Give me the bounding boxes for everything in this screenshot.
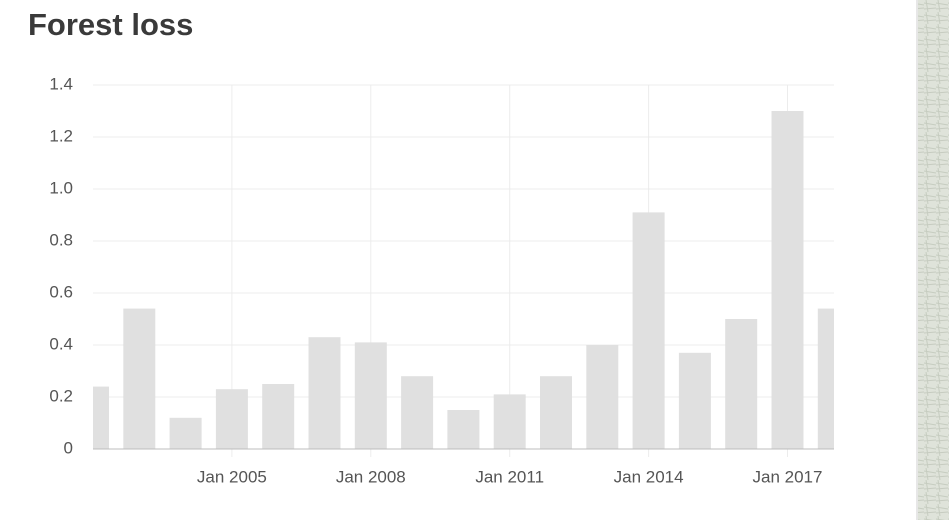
bar bbox=[401, 376, 434, 449]
x-tick-label: Jan 2017 bbox=[753, 467, 823, 486]
y-tick-label: 0.6 bbox=[49, 282, 73, 301]
bar bbox=[586, 345, 619, 449]
bar bbox=[632, 212, 665, 449]
y-tick-label: 0.4 bbox=[49, 334, 73, 353]
bar bbox=[308, 337, 341, 449]
bar bbox=[493, 394, 526, 449]
x-tick-label: Jan 2011 bbox=[475, 467, 544, 486]
bar bbox=[817, 308, 834, 449]
y-tick-label: 1.4 bbox=[49, 74, 73, 93]
chart-title: Forest loss bbox=[28, 7, 193, 42]
bar bbox=[262, 384, 295, 449]
bar bbox=[725, 319, 758, 449]
bars bbox=[93, 111, 834, 449]
bar bbox=[447, 410, 480, 449]
y-tick-label: 1.0 bbox=[49, 178, 73, 197]
bar bbox=[215, 389, 248, 449]
bar bbox=[678, 352, 711, 449]
grid bbox=[93, 84, 834, 457]
x-tick-label: Jan 2008 bbox=[336, 467, 406, 486]
x-tick-label: Jan 2005 bbox=[197, 467, 267, 486]
bar bbox=[771, 111, 804, 449]
y-tick-label: 0.8 bbox=[49, 230, 73, 249]
bar bbox=[169, 417, 202, 449]
bar bbox=[93, 386, 109, 449]
y-tick-label: 0.2 bbox=[49, 386, 73, 405]
y-tick-label: 1.2 bbox=[49, 126, 73, 145]
x-tick-label: Jan 2014 bbox=[614, 467, 684, 486]
bar bbox=[540, 376, 572, 449]
axes: 0 0.2 0.4 0.6 0.8 1.0 1.2 1.4 Jan 2005 Jan 2008 Ja… bbox=[49, 74, 834, 486]
bar bbox=[123, 308, 156, 449]
bar bbox=[354, 342, 387, 449]
map-edge bbox=[918, 0, 949, 520]
y-tick-label: 0 bbox=[64, 438, 73, 457]
